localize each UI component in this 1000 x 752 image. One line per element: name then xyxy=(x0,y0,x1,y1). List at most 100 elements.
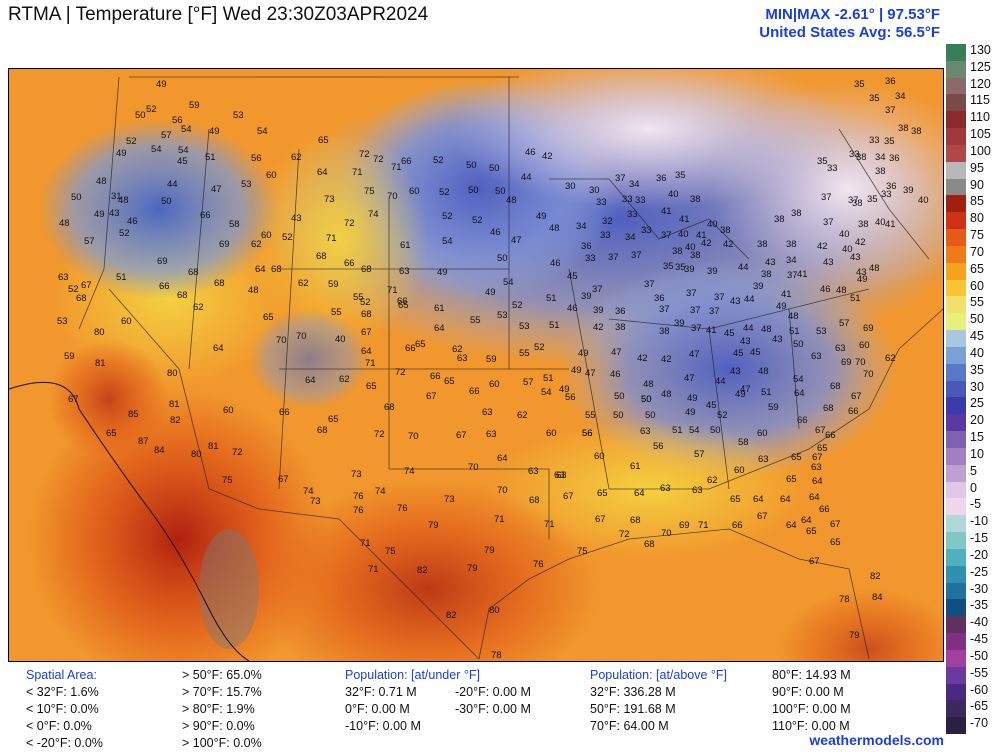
colorbar-swatch xyxy=(946,700,966,718)
temperature-label: 49 xyxy=(116,148,127,159)
temperature-label: 45 xyxy=(724,328,735,339)
colorbar-swatch xyxy=(946,195,966,213)
temperature-label: 54 xyxy=(442,236,453,247)
temperature-label: 35 xyxy=(867,194,878,205)
temperature-label: 73 xyxy=(310,496,321,507)
colorbar-label: 85 xyxy=(970,194,984,209)
temperature-label: 34 xyxy=(875,152,886,163)
temperature-label: 68 xyxy=(317,425,328,436)
credit-link[interactable]: weathermodels.com xyxy=(809,732,944,748)
temperature-label: 62 xyxy=(885,353,896,364)
temperature-label: 70 xyxy=(276,335,287,346)
temperature-label: 51 xyxy=(761,387,772,398)
temperature-label: 64 xyxy=(812,476,823,487)
west-coastline xyxy=(9,381,250,661)
temperature-label: 37 xyxy=(659,304,670,315)
temperature-label: 67 xyxy=(456,430,467,441)
temperature-label: 45 xyxy=(733,348,744,359)
temperature-label: 58 xyxy=(738,437,749,448)
temperature-label: 43 xyxy=(109,208,120,219)
temperature-label: 67 xyxy=(426,391,437,402)
colorbar-label: 50 xyxy=(970,312,984,327)
temperature-label: 71 xyxy=(544,519,555,530)
colorbar-label: -30 xyxy=(970,581,989,596)
temperature-label: 62 xyxy=(291,152,302,163)
colorbar-swatch xyxy=(946,346,966,365)
temperature-label: 74 xyxy=(404,466,415,477)
temperature-label: 48 xyxy=(761,324,772,335)
temperature-label: 59 xyxy=(486,354,497,365)
temperature-label: 65 xyxy=(597,488,608,499)
temperature-label: 56 xyxy=(251,153,262,164)
temperature-label: 36 xyxy=(889,153,900,164)
temperature-label: 34 xyxy=(786,255,797,266)
temperature-label: 76 xyxy=(397,503,408,514)
temperature-label: 55 xyxy=(331,307,342,318)
temperature-label: 67 xyxy=(809,556,820,567)
population-above-left: 32°F: 336.28 M 50°F: 191.68 M 70°F: 64.00 … xyxy=(590,684,727,735)
temperature-label: 52 xyxy=(433,155,444,166)
temperature-label: 55 xyxy=(470,315,481,326)
population-under-stats: Population: [at/under °F] 32°F: 0.71 M 0°… xyxy=(345,667,480,735)
population-under-right: -20°F: 0.00 M -30°F: 0.00 M xyxy=(455,684,531,718)
temperature-label: 53 xyxy=(497,310,508,321)
temperature-label: 42 xyxy=(855,237,866,248)
temperature-label: 52 xyxy=(512,300,523,311)
temperature-label: 64 xyxy=(794,388,805,399)
temperature-label: 46 xyxy=(490,227,501,238)
colorbar-swatch xyxy=(946,582,966,600)
temperature-label: 64 xyxy=(634,488,645,499)
temperature-label: 80 xyxy=(167,368,178,379)
colorbar-swatch xyxy=(946,212,966,230)
stat-line: < 0°F: 0.0% xyxy=(26,719,92,733)
temperature-label: 49 xyxy=(94,209,105,220)
stat-line: > 100°F: 0.0% xyxy=(182,736,262,750)
spatial-area-right: > 50°F: 65.0% > 70°F: 15.7% > 80°F: 1.9% > … xyxy=(182,667,262,752)
temperature-label: 84 xyxy=(154,445,165,456)
temperature-label: 60 xyxy=(859,340,870,351)
temperature-label: 35 xyxy=(675,170,686,181)
temperature-label: 43 xyxy=(730,366,741,377)
temperature-label: 61 xyxy=(434,303,445,314)
temperature-label: 69 xyxy=(841,357,852,368)
temperature-label: 47 xyxy=(740,384,751,395)
temperature-label: 52 xyxy=(439,187,450,198)
spatial-area-left: < 32°F: 1.6% < 10°F: 0.0% < 0°F: 0.0% < -20… xyxy=(26,684,103,752)
temperature-label: 38 xyxy=(690,250,701,261)
temperature-label: 40 xyxy=(875,217,886,228)
temperature-label: 43 xyxy=(823,257,834,268)
temperature-label: 85 xyxy=(128,409,139,420)
temperature-label: 65 xyxy=(318,135,329,146)
temperature-label: 63 xyxy=(758,454,769,465)
temperature-label: 47 xyxy=(585,368,596,379)
temperature-label: 39 xyxy=(581,291,592,302)
temperature-label: 46 xyxy=(550,258,561,269)
temperature-label: 59 xyxy=(189,100,200,111)
temperature-label: 49 xyxy=(156,79,167,90)
colorbar-swatch xyxy=(946,296,966,314)
colorbar-label: -5 xyxy=(970,497,982,512)
colorbar-swatch xyxy=(946,60,966,79)
temperature-label: 67 xyxy=(595,514,606,525)
temperature-label: 32 xyxy=(602,216,613,227)
temperature-label: 41 xyxy=(696,230,707,241)
temperature-label: 66 xyxy=(732,520,743,531)
temperature-label: 81 xyxy=(169,399,180,410)
temperature-label: 67 xyxy=(81,280,92,291)
spatial-area-header: Spatial Area: xyxy=(26,668,97,682)
temperature-label: 64 xyxy=(809,492,820,503)
temperature-label: 52 xyxy=(126,136,137,147)
temperature-label: 49 xyxy=(437,267,448,278)
colorbar-swatch xyxy=(946,666,966,684)
temperature-label: 33 xyxy=(600,230,611,241)
temperature-label: 64 xyxy=(255,264,266,275)
temperature-label: 81 xyxy=(208,441,219,452)
colorbar-swatch xyxy=(946,481,966,499)
temperature-label: 82 xyxy=(446,610,457,621)
temperature-label: 40 xyxy=(707,219,718,230)
temperature-label: 50 xyxy=(645,410,656,421)
temperature-label: 36 xyxy=(654,293,665,304)
temperature-label: 38 xyxy=(774,214,785,225)
temperature-label: 60 xyxy=(489,379,500,390)
temperature-label: 46 xyxy=(610,369,621,380)
